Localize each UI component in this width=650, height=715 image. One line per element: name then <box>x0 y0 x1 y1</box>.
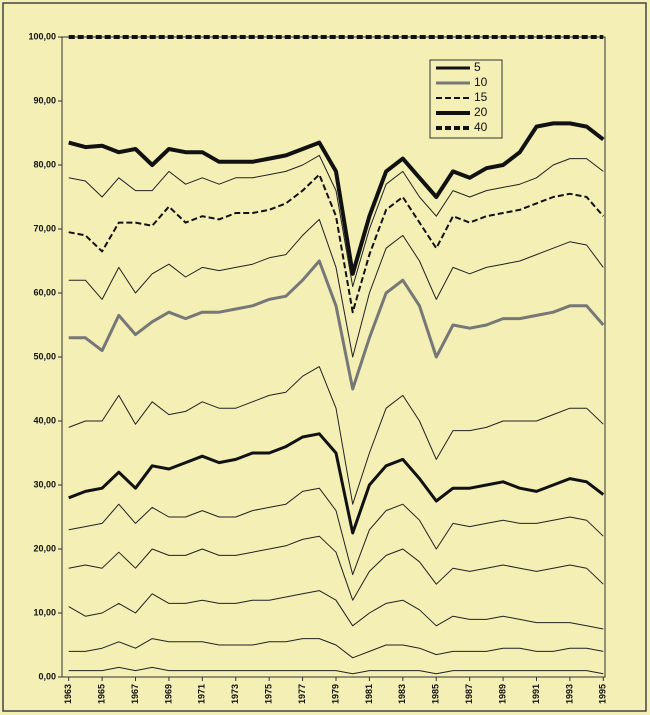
series-line <box>68 259 605 391</box>
y-tick-label: 70,00 <box>33 223 56 233</box>
x-tick-label: 1985 <box>431 684 441 704</box>
legend-label: 15 <box>474 90 488 104</box>
y-tick-label: 20,00 <box>33 543 56 553</box>
x-tick-label: 1969 <box>163 684 173 704</box>
series-line <box>68 218 604 358</box>
y-tick-label: 100,00 <box>28 31 56 41</box>
legend-label: 20 <box>474 105 488 119</box>
legend-label: 10 <box>474 75 488 89</box>
x-tick-label: 1979 <box>330 684 340 704</box>
series-line <box>68 121 605 276</box>
y-tick-label: 30,00 <box>33 479 56 489</box>
legend-label: 5 <box>474 60 481 74</box>
series-line <box>68 535 604 601</box>
y-tick-label: 10,00 <box>33 607 56 617</box>
x-tick-label: 1995 <box>598 684 608 704</box>
x-tick-label: 1967 <box>130 684 140 704</box>
series-line <box>68 638 604 659</box>
x-tick-label: 1971 <box>197 684 207 704</box>
x-tick-label: 1963 <box>63 684 73 704</box>
x-tick-label: 1991 <box>531 684 541 704</box>
y-tick-label: 0,00 <box>38 671 56 681</box>
y-tick-label: 90,00 <box>33 95 56 105</box>
x-tick-label: 1983 <box>397 684 407 704</box>
y-tick-label: 60,00 <box>33 287 56 297</box>
series-line <box>68 590 604 630</box>
x-tick-label: 1965 <box>96 684 106 704</box>
y-tick-label: 40,00 <box>33 415 56 425</box>
y-tick-label: 50,00 <box>33 351 56 361</box>
x-tick-label: 1975 <box>264 684 274 704</box>
x-tick-label: 1993 <box>564 684 574 704</box>
x-tick-label: 1987 <box>464 684 474 704</box>
x-tick-label: 1977 <box>297 684 307 704</box>
series-line <box>68 432 605 535</box>
series-line <box>68 487 604 576</box>
series-line <box>68 154 604 288</box>
y-tick-label: 80,00 <box>33 159 56 169</box>
series-line <box>68 666 604 675</box>
x-tick-label: 1981 <box>364 684 374 704</box>
series-line <box>68 366 604 505</box>
legend-label: 40 <box>474 120 488 134</box>
x-tick-label: 1973 <box>230 684 240 704</box>
x-tick-label: 1989 <box>497 684 507 704</box>
